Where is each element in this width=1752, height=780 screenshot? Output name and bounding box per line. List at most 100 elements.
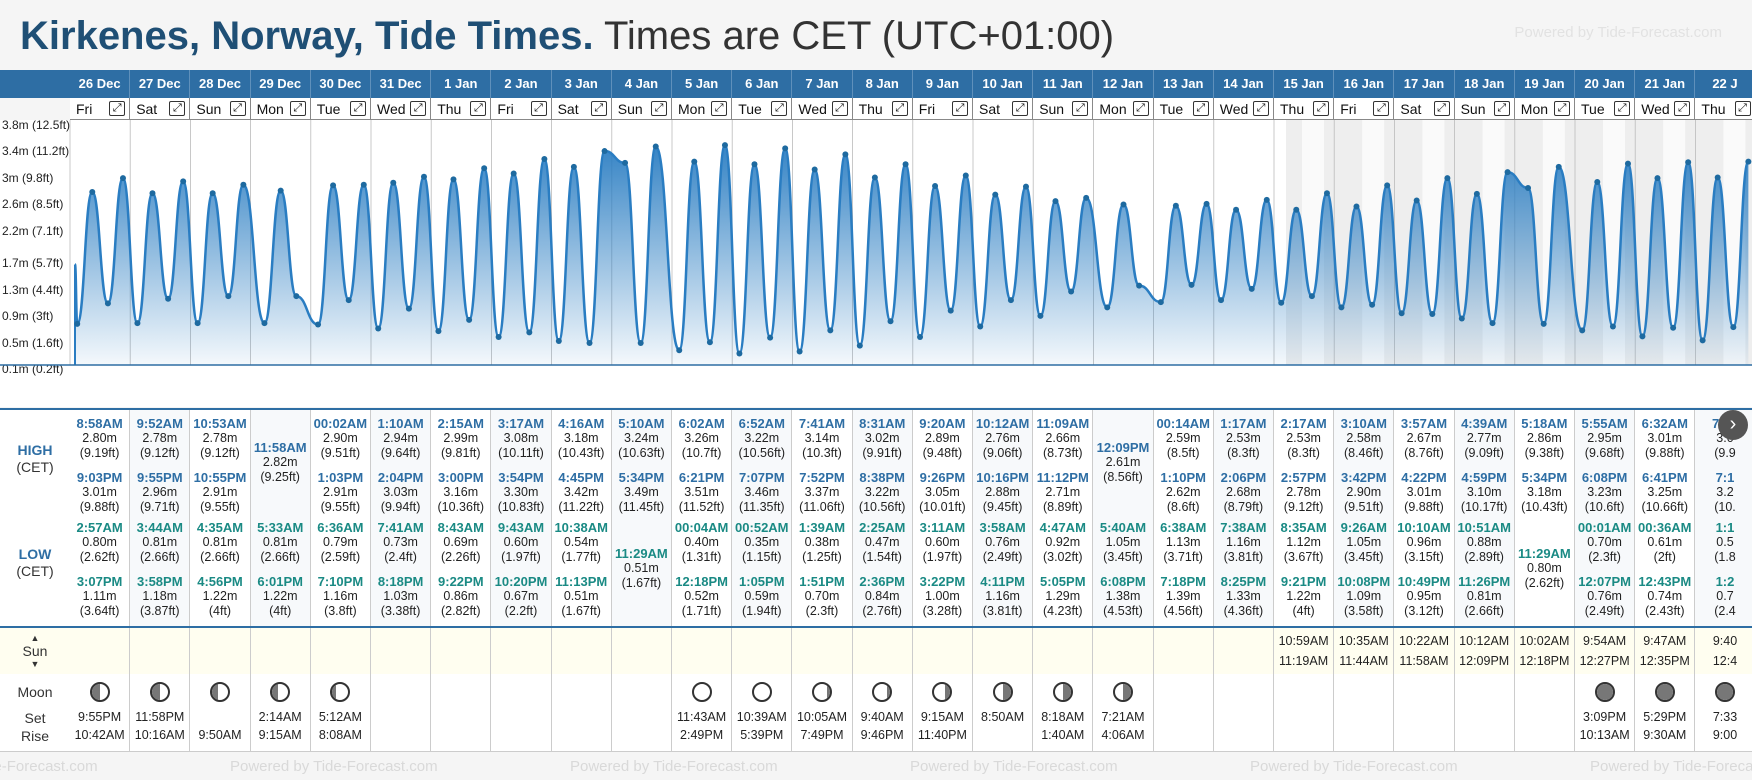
high-tide-entry: 5:18AM 2.86m (9.38ft) xyxy=(1515,416,1574,461)
moonset-time: 7:21AM xyxy=(1101,710,1145,724)
low-tide-entry: 8:18PM 1.03m (3.38ft) xyxy=(371,574,430,619)
high-tide-height-m: 2.53m xyxy=(1226,431,1261,445)
expand-icon[interactable]: ⤢ xyxy=(349,101,366,116)
moon-phase-icon xyxy=(932,682,953,702)
high-tide-time: 4:59PM xyxy=(1461,470,1507,485)
weekday-cell: Fri ⤢ xyxy=(491,98,552,120)
high-tide-height-m: 3.01m xyxy=(82,485,117,499)
low-tide-height-m: 1.16m xyxy=(1226,535,1261,549)
scroll-right-button[interactable]: › xyxy=(1718,410,1748,440)
expand-icon[interactable]: ⤢ xyxy=(1433,101,1450,116)
high-tide-height-ft: (10.83ft) xyxy=(497,500,545,514)
low-tide-entry: 9:43AM 0.60m (1.97ft) xyxy=(491,520,550,565)
tide-extreme-point xyxy=(1714,174,1721,181)
tide-extreme-point xyxy=(89,188,96,195)
date-cell: 12 Jan xyxy=(1093,70,1154,98)
tide-extreme-point xyxy=(375,325,382,332)
low-tide-height-ft: (1.94ft) xyxy=(741,604,782,618)
expand-icon[interactable]: ⤢ xyxy=(289,101,306,116)
tide-extreme-point xyxy=(1384,182,1391,189)
weekday-cell: Wed ⤢ xyxy=(1214,98,1274,120)
low-tide-height-m: 0.79m xyxy=(323,535,358,549)
sun-day-column xyxy=(552,628,612,674)
expand-icon[interactable]: ⤢ xyxy=(1493,101,1510,116)
expand-icon[interactable]: ⤢ xyxy=(951,101,968,116)
high-tide-time: 5:34PM xyxy=(1521,470,1568,485)
expand-icon[interactable]: ⤢ xyxy=(771,101,788,116)
high-tide-entry: 10:16PM 2.88m (9.45ft) xyxy=(973,470,1032,515)
tide-extreme-point xyxy=(104,300,111,307)
weekday-cell: Tue ⤢ xyxy=(732,98,793,120)
low-tide-height-m: 1.16m xyxy=(323,589,358,603)
low-tide-height-m: 1.22m xyxy=(202,589,238,603)
high-tide-time: 6:52AM xyxy=(738,416,785,431)
tide-day-column: 12:09PM 2.61m (8.56ft) 5:40AM 1.05m (3.45ft) 6… xyxy=(1093,410,1154,628)
low-tide-height-m: 1.22m xyxy=(1286,589,1321,603)
low-tide-height-ft: (4.56ft) xyxy=(1163,604,1203,618)
high-tide-height-m: 3.10m xyxy=(1466,485,1502,499)
expand-icon[interactable]: ⤢ xyxy=(470,101,487,116)
date-cell: 21 Jan xyxy=(1635,70,1696,98)
high-tide-height-m: 2.62m xyxy=(1165,485,1201,499)
high-tide-height-ft: (9.68ft) xyxy=(1584,446,1625,460)
low-tide-height-m: 0.54m xyxy=(563,535,599,549)
expand-icon[interactable]: ⤢ xyxy=(1192,101,1209,116)
high-tide-height-ft: (9.45ft) xyxy=(982,500,1023,514)
low-tide-entry: 7:10PM 1.16m (3.8ft) xyxy=(311,574,370,619)
y-axis-tick-label: 0.5m (1.6ft) xyxy=(2,335,64,350)
expand-icon[interactable]: ⤢ xyxy=(1072,101,1089,116)
low-tide-height-ft: (3.8ft) xyxy=(324,604,357,618)
expand-icon[interactable]: ⤢ xyxy=(891,101,908,116)
weekday-row: Fri ⤢ Sat ⤢ Sun ⤢ Mon ⤢ Tue ⤢ Wed ⤢ Thu ⤢ Fri ⤢ Sat ⤢ Sun ⤢… xyxy=(70,98,1752,120)
expand-icon[interactable]: ⤢ xyxy=(1252,101,1269,116)
expand-icon[interactable]: ⤢ xyxy=(1734,101,1751,116)
high-tide-height-m: 3.01m xyxy=(1647,431,1683,445)
moon-day-column: 11:58PM 10:16AM xyxy=(130,674,191,751)
moon-phase-icon xyxy=(1714,682,1735,702)
low-tide-height-m: 0.47m xyxy=(864,535,900,549)
date-cell: 2 Jan xyxy=(491,70,552,98)
high-tide-height-m: 3.03m xyxy=(383,485,418,499)
weekday-cell: Sat ⤢ xyxy=(1394,98,1455,120)
footer-watermarks: Powered by Tide-Forecast.com Powered by T… xyxy=(0,754,1752,780)
expand-icon[interactable]: ⤢ xyxy=(650,101,667,116)
weekday-label: Tue xyxy=(1159,101,1184,117)
expand-icon[interactable]: ⤢ xyxy=(1012,101,1029,116)
tide-extreme-point xyxy=(555,337,562,344)
expand-icon[interactable]: ⤢ xyxy=(229,101,246,116)
high-tide-height-ft: (9.12ft) xyxy=(200,446,240,460)
high-tide-entry: 11:12PM 2.71m (8.89ft) xyxy=(1033,470,1092,515)
high-tide-height-m: 2.77m xyxy=(1466,431,1502,445)
date-cell: 11 Jan xyxy=(1033,70,1094,98)
date-cell: 6 Jan xyxy=(732,70,793,98)
tide-extreme-point xyxy=(1248,285,1255,292)
expand-icon[interactable]: ⤢ xyxy=(1373,101,1390,116)
high-tide-height-m: 2.89m xyxy=(925,431,960,445)
expand-icon[interactable]: ⤢ xyxy=(1614,101,1631,116)
moon-day-column xyxy=(1274,674,1335,751)
high-tide-height-ft: (9.81ft) xyxy=(440,446,481,460)
low-tide-entry: 1:51PM 0.70m (2.3ft) xyxy=(792,574,851,619)
sun-day-column xyxy=(732,628,793,674)
low-tide-entry: 11:26PM 0.81m (2.66ft) xyxy=(1455,574,1514,619)
expand-icon[interactable]: ⤢ xyxy=(831,101,848,116)
tide-extreme-point xyxy=(390,179,397,186)
moon-phase-icon xyxy=(89,682,110,702)
expand-icon[interactable]: ⤢ xyxy=(109,101,126,116)
expand-icon[interactable]: ⤢ xyxy=(1132,101,1149,116)
expand-icon[interactable]: ⤢ xyxy=(410,101,427,116)
tide-extreme-point xyxy=(871,174,878,181)
expand-icon[interactable]: ⤢ xyxy=(1313,101,1330,116)
low-tide-height-ft: (2.62ft) xyxy=(79,550,120,564)
expand-icon[interactable]: ⤢ xyxy=(1674,101,1691,116)
expand-icon[interactable]: ⤢ xyxy=(169,101,186,116)
expand-icon[interactable]: ⤢ xyxy=(1553,101,1570,116)
sunset-time: 11:44AM xyxy=(1339,654,1389,668)
expand-icon[interactable]: ⤢ xyxy=(530,101,547,116)
expand-icon[interactable]: ⤢ xyxy=(590,101,607,116)
weekday-cell: Thu ⤢ xyxy=(431,98,492,120)
expand-icon[interactable]: ⤢ xyxy=(711,101,728,116)
tide-day-column: 4:39AM 2.77m (9.09ft) 4:59PM 3.10m (10.17ft) 1… xyxy=(1454,410,1515,628)
high-tide-entry: 6:21PM 3.51m (11.52ft) xyxy=(672,470,731,515)
date-cell: 27 Dec xyxy=(130,70,191,98)
